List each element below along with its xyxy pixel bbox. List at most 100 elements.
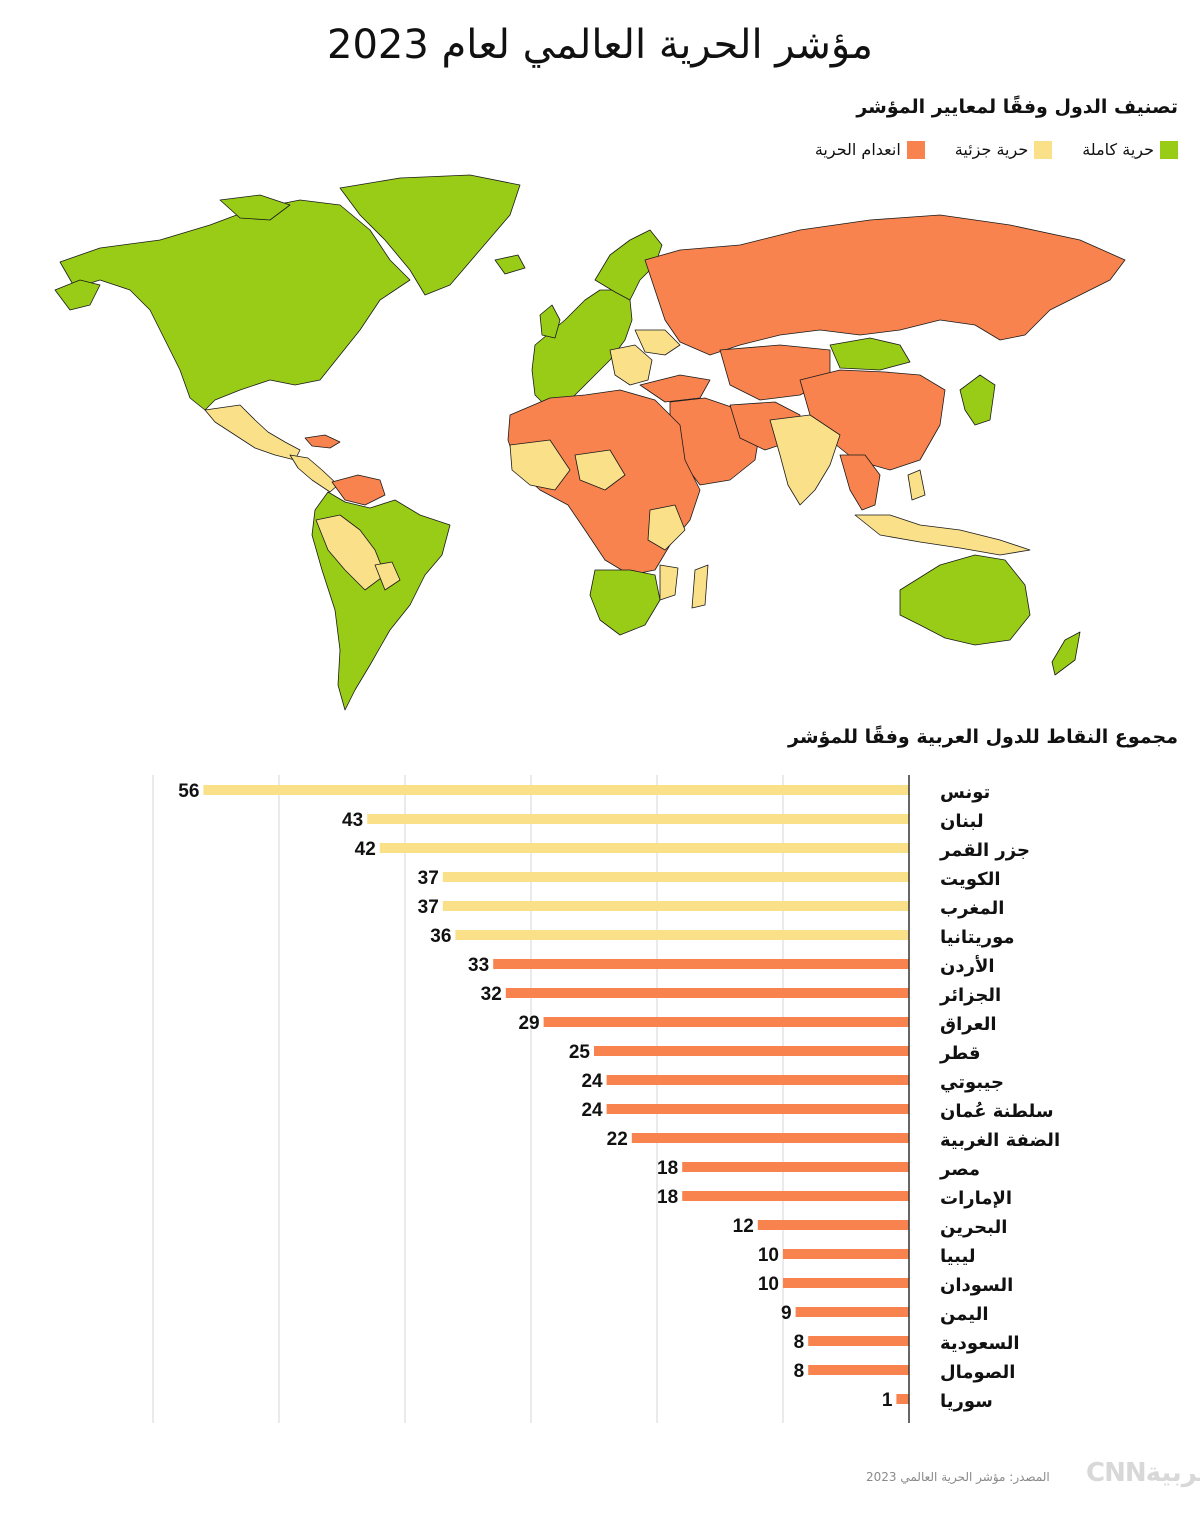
category-label: البحرين	[940, 1217, 1007, 1238]
category-label: الأردن	[940, 955, 995, 977]
map-region-korea-japan	[959, 374, 996, 426]
map-region-canada-islands	[219, 194, 291, 221]
category-label: السعودية	[940, 1333, 1020, 1354]
category-label: الصومال	[940, 1362, 1015, 1383]
bar	[757, 1220, 909, 1230]
bar	[783, 1249, 909, 1259]
bar	[203, 785, 909, 795]
category-label: اليمن	[940, 1304, 989, 1325]
legend-item-free: حرية كاملة	[1082, 140, 1178, 159]
map-legend: حرية كاملة حرية جزئية انعدام الحرية	[815, 140, 1178, 159]
bar	[606, 1104, 909, 1114]
bar-value-label: 33	[468, 955, 489, 976]
bar	[543, 1017, 909, 1027]
bar-value-label: 42	[355, 839, 376, 860]
bar	[682, 1191, 909, 1201]
legend-item-not-free: انعدام الحرية	[815, 140, 925, 159]
bar	[682, 1162, 909, 1172]
category-label: السودان	[940, 1275, 1013, 1296]
map-region-new-zealand	[1051, 631, 1081, 676]
bar	[594, 1046, 909, 1056]
category-label: قطر	[939, 1043, 981, 1064]
map-region-balkans	[609, 344, 653, 386]
map-region-uk	[539, 304, 561, 339]
map-region-venezuela	[331, 474, 386, 506]
legend-swatch-free	[1160, 140, 1178, 159]
bar-value-label: 36	[430, 926, 451, 947]
map-region-europe-west	[531, 289, 633, 411]
map-region-paraguay	[374, 561, 401, 591]
source-note: المصدر: مؤشر الحرية العالمي 2023	[866, 1470, 1050, 1484]
bar-value-label: 37	[418, 897, 439, 918]
bar-value-label: 18	[657, 1187, 678, 1208]
legend-label-not-free: انعدام الحرية	[814, 140, 901, 159]
map-region-madagascar	[691, 564, 709, 609]
bar	[795, 1307, 909, 1317]
category-label: جيبوتي	[940, 1072, 1004, 1093]
bar-value-label: 43	[342, 810, 363, 831]
map-region-west-africa	[509, 439, 571, 491]
bar-value-label: 32	[481, 984, 502, 1005]
world-freedom-map	[54, 174, 1126, 711]
category-label: العراق	[940, 1014, 997, 1035]
category-label: سلطنة عُمان	[940, 1100, 1054, 1122]
map-region-southern-africa	[589, 569, 661, 636]
map-region-ukraine	[634, 329, 681, 356]
bar	[455, 930, 909, 940]
bar	[505, 988, 909, 998]
category-label: الإمارات	[940, 1188, 1012, 1209]
arab-scores-bar-chart: 5643423737363332292524242218181210109881…	[152, 775, 1060, 1423]
bar-value-label: 9	[781, 1303, 792, 1324]
map-region-east-africa-partly	[647, 504, 686, 551]
bar	[606, 1075, 909, 1085]
bar	[631, 1133, 909, 1143]
bar	[493, 959, 909, 969]
map-region-indonesia	[854, 514, 1031, 556]
map-region-north-america	[59, 199, 411, 411]
map-region-greenland	[339, 174, 521, 296]
map-region-central-america	[289, 454, 339, 493]
legend-swatch-partly-free	[1034, 140, 1053, 159]
brand-logo: CNNبالعربية	[1086, 1458, 1200, 1488]
map-region-alaska-west	[54, 279, 101, 311]
legend-label-partly-free: حرية جزئية	[954, 140, 1029, 159]
bar	[442, 872, 909, 882]
bar	[442, 901, 909, 911]
category-label: الجزائر	[939, 985, 1001, 1006]
bar-value-label: 10	[758, 1274, 779, 1295]
bar-value-label: 24	[581, 1071, 603, 1092]
bar-value-label: 8	[794, 1332, 805, 1353]
category-label: لبنان	[940, 811, 984, 832]
category-label: الضفة الغربية	[940, 1130, 1060, 1151]
map-region-cuba	[304, 434, 341, 449]
bar	[783, 1278, 909, 1288]
category-label: مصر	[939, 1159, 980, 1180]
bar-value-label: 29	[518, 1013, 539, 1034]
bar-value-label: 24	[581, 1100, 603, 1121]
bar-value-label: 37	[418, 868, 439, 889]
category-label: سوريا	[940, 1391, 993, 1412]
category-label: ليبيا	[940, 1246, 976, 1267]
bar-value-label: 56	[178, 781, 199, 802]
map-region-mexico	[204, 404, 301, 461]
map-region-scandinavia	[594, 229, 663, 301]
bar	[379, 843, 909, 853]
bar-value-label: 12	[733, 1216, 754, 1237]
map-region-turkey	[639, 374, 711, 403]
map-region-australia	[899, 554, 1031, 646]
bar-value-label: 10	[758, 1245, 779, 1266]
category-label: موريتانيا	[940, 927, 1015, 948]
bar	[808, 1365, 909, 1375]
map-heading: تصنيف الدول وفقًا لمعايير المؤشر	[856, 96, 1178, 118]
map-region-southeast-asia	[839, 454, 881, 511]
bar	[367, 814, 909, 824]
legend-swatch-not-free	[906, 140, 925, 159]
page-title: مؤشر الحرية العالمي لعام 2023	[327, 22, 873, 68]
bar-value-label: 22	[607, 1129, 628, 1150]
chart-heading: مجموع النقاط للدول العربية وفقًا للمؤشر	[788, 726, 1178, 748]
map-region-india	[769, 414, 841, 506]
category-label: المغرب	[940, 898, 1004, 919]
category-label: جزر القمر	[939, 840, 1030, 861]
bar-value-label: 1	[882, 1390, 893, 1411]
map-region-russia	[644, 214, 1126, 356]
